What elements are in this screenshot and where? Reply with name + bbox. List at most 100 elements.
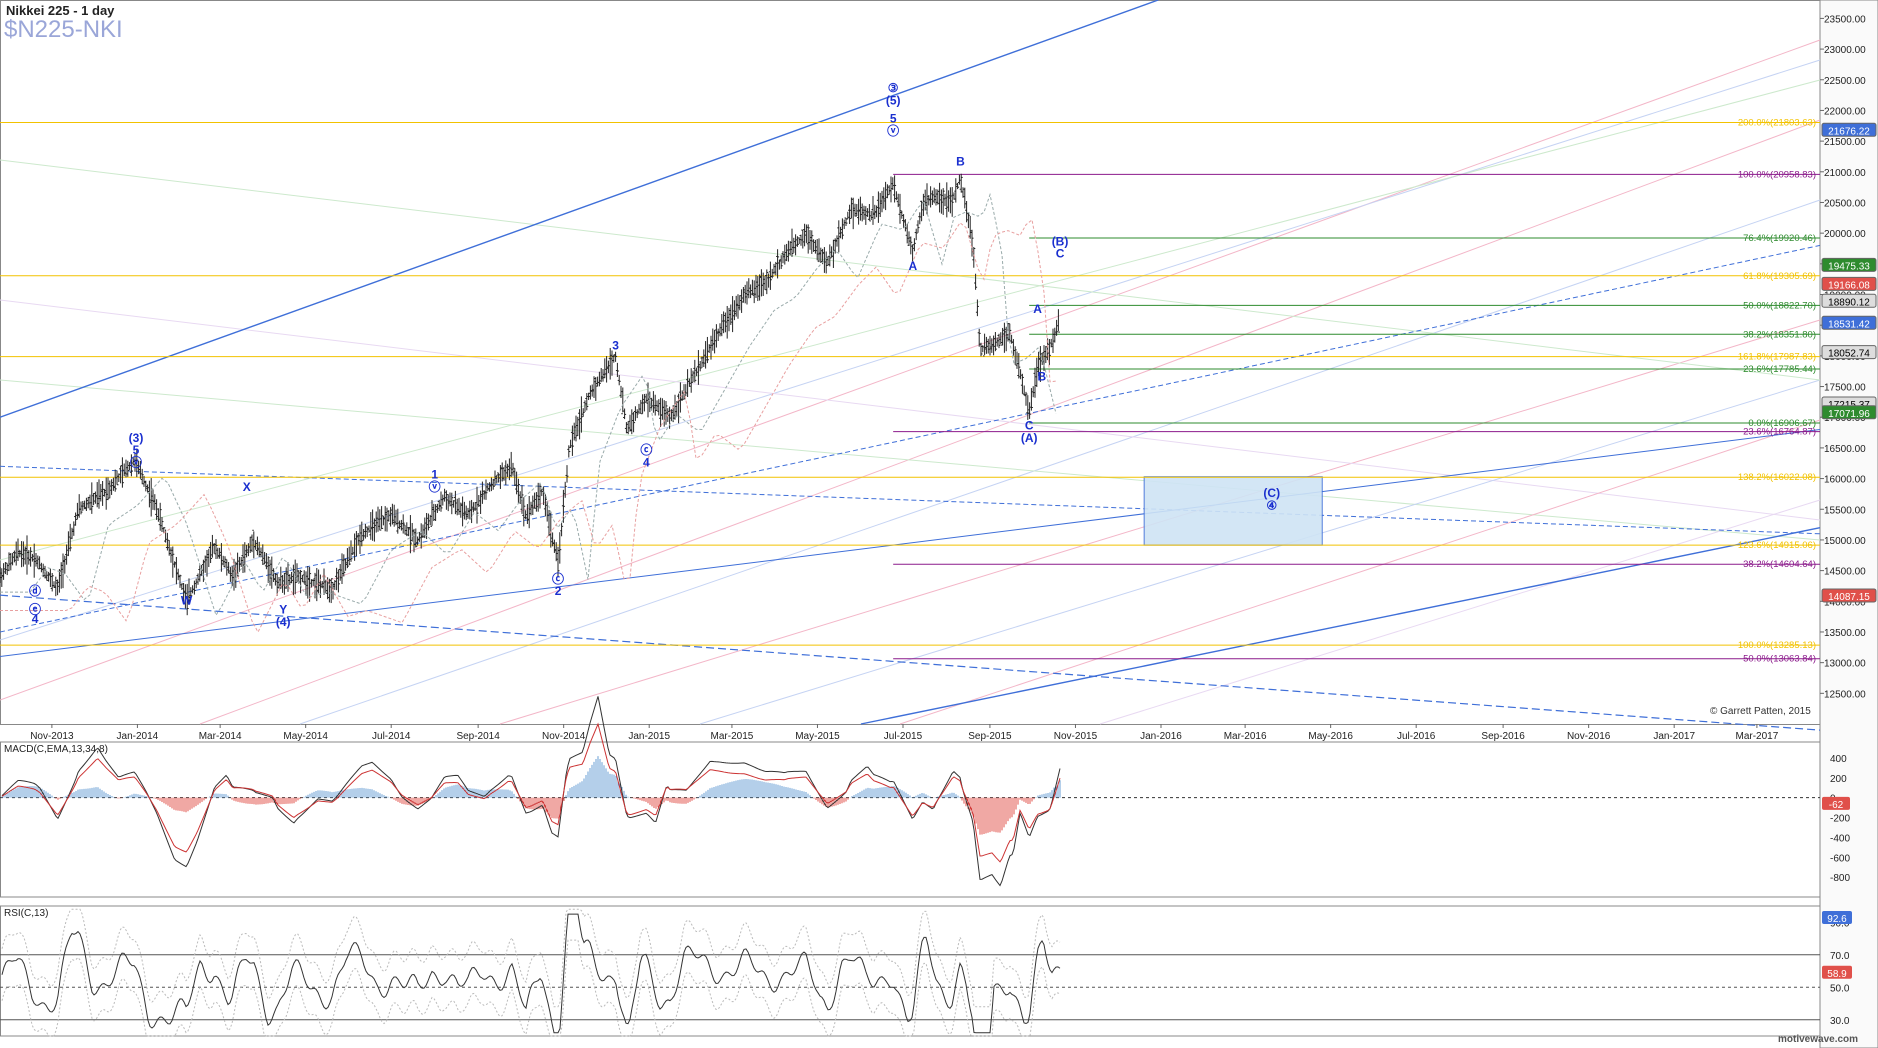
fib-level-label: 23.6%(16764.87)	[1743, 427, 1816, 438]
x-tick-label: May-2016	[1308, 731, 1353, 742]
rsi-panel-frame	[0, 905, 1821, 1037]
x-tick-label: Sep-2016	[1481, 731, 1525, 742]
price-y-tick-label: 15500.00	[1824, 505, 1866, 516]
x-tick-label: Nov-2016	[1567, 731, 1611, 742]
wave-label: ③	[888, 81, 899, 95]
x-tick-label: Jul-2014	[372, 731, 411, 742]
fan-line	[0, 59, 1821, 641]
fib-level-label: 100.0%(20958.83)	[1738, 169, 1816, 180]
macd-y-tick-label: -600	[1830, 853, 1850, 864]
wave-label: 3	[612, 339, 619, 353]
wave-label: B	[1037, 369, 1046, 383]
fan-line	[0, 79, 1821, 561]
price-y-tick-label: 16500.00	[1824, 444, 1866, 455]
macd-y-tick-label: -400	[1830, 833, 1850, 844]
macd-histogram	[1, 756, 1061, 835]
rsi-badge	[1822, 965, 1852, 979]
price-badge-label: 19166.08	[1828, 280, 1870, 291]
x-tick-label: Mar-2014	[199, 731, 242, 742]
price-y-tick-label: 20000.00	[1824, 229, 1866, 240]
price-badge	[1821, 276, 1877, 291]
x-tick-label: Jan-2014	[117, 731, 159, 742]
wave-label: X	[243, 480, 251, 494]
price-badge-label: 21676.22	[1828, 126, 1870, 137]
wave-label: ⓒ	[640, 442, 652, 457]
wave-label: (B)	[1052, 234, 1069, 248]
x-tick-label: Sep-2014	[456, 731, 500, 742]
price-badge	[1821, 345, 1877, 360]
price-badge-label: 17071.96	[1828, 409, 1870, 420]
upper-channel-line	[0, 0, 1159, 418]
x-tick-label: Jan-2016	[1140, 731, 1182, 742]
watermark-text: motivewave.com	[1778, 1034, 1859, 1045]
base-channel-line	[0, 428, 1821, 658]
fan-line	[0, 379, 1821, 541]
macd-signal-line	[1, 722, 1061, 863]
wave-label: A	[908, 259, 917, 273]
symbol-label: $N225-NKI	[4, 16, 123, 43]
macd-value-badge	[1822, 796, 1850, 810]
macd-y-tick-label: 400	[1830, 754, 1847, 765]
price-panel-frame	[0, 0, 1821, 725]
x-tick-label: Nov-2015	[1054, 731, 1098, 742]
wave-label: C	[1025, 418, 1034, 432]
fib-level-label: 38.2%(14604.64)	[1743, 559, 1816, 570]
fib-level-label: 138.2%(16022.08)	[1738, 472, 1816, 483]
wave-label: (C)	[1263, 486, 1280, 500]
rsi-y-tick-label: 70.0	[1830, 951, 1850, 962]
x-tick-label: Nov-2014	[542, 731, 586, 742]
wave-label: 5	[890, 112, 897, 126]
rsi-upper-band	[1, 908, 1061, 1008]
wave-label: 2	[555, 584, 562, 598]
fan-line	[0, 39, 1821, 701]
wave-label: (4)	[276, 615, 291, 629]
price-y-tick-label: 12500.00	[1824, 689, 1866, 700]
dashed-channel-line	[0, 244, 1821, 633]
price-badge-label: 18052.74	[1828, 349, 1870, 360]
price-y-tick-label: 21500.00	[1824, 137, 1866, 148]
macd-label: MACD(C,EMA,13,34,8)	[4, 744, 108, 755]
price-y-tick-label: 20500.00	[1824, 198, 1866, 209]
rsi-badge-label: 92.6	[1827, 914, 1847, 925]
rsi-badge-label: 58.9	[1827, 969, 1847, 980]
rsi-badge	[1822, 911, 1852, 925]
wave-label: 1	[431, 468, 438, 482]
fan-line	[699, 379, 1821, 725]
wave-label: (3)	[129, 431, 144, 445]
fan-line	[0, 159, 1821, 381]
moving-average-fast	[0, 192, 1057, 617]
price-y-tick-label: 15000.00	[1824, 536, 1866, 547]
rsi-line	[1, 913, 1061, 1034]
fib-level-label: 76.4%(19920.46)	[1743, 233, 1816, 244]
price-y-tick-label: 16000.00	[1824, 475, 1866, 486]
fan-line	[0, 299, 1821, 521]
wave-label: W	[181, 593, 193, 607]
price-badge-label: 19475.33	[1828, 261, 1870, 272]
price-badge	[1821, 257, 1877, 272]
fib-level-label: 100.0%(13285.13)	[1738, 640, 1816, 651]
price-y-tick-label: 13000.00	[1824, 659, 1866, 670]
fib-level-label: 200.0%(21803.63)	[1738, 117, 1816, 128]
price-badge	[1821, 405, 1877, 420]
wave-label: B	[956, 155, 965, 169]
price-y-tick-label: 23000.00	[1824, 45, 1866, 56]
rsi-lower-band	[1, 939, 1061, 1037]
target-zone-box	[1143, 476, 1323, 546]
x-tick-label: Jan-2017	[1653, 731, 1695, 742]
lower-dashed-line	[0, 594, 1821, 731]
wave-label: (5)	[886, 93, 901, 107]
x-tick-label: May-2015	[795, 731, 840, 742]
macd-panel-frame	[0, 741, 1821, 898]
moving-average-slow	[0, 218, 1057, 634]
fib-level-label: 50.0%(13063.84)	[1743, 654, 1816, 665]
fib-level-label: 123.6%(14915.06)	[1738, 540, 1816, 551]
price-y-tick-label: 14500.00	[1824, 567, 1866, 578]
price-y-tick-label: 14000.00	[1824, 597, 1866, 608]
fib-level-label: 23.6%(17785.44)	[1743, 364, 1816, 375]
price-badge-label: 14087.15	[1828, 592, 1870, 603]
rsi-y-tick-label: 50.0	[1830, 983, 1850, 994]
price-badge-label: 18890.12	[1828, 297, 1870, 308]
fan-line	[1099, 499, 1821, 725]
fib-level-label: 0.0%(16906.67)	[1748, 418, 1816, 429]
